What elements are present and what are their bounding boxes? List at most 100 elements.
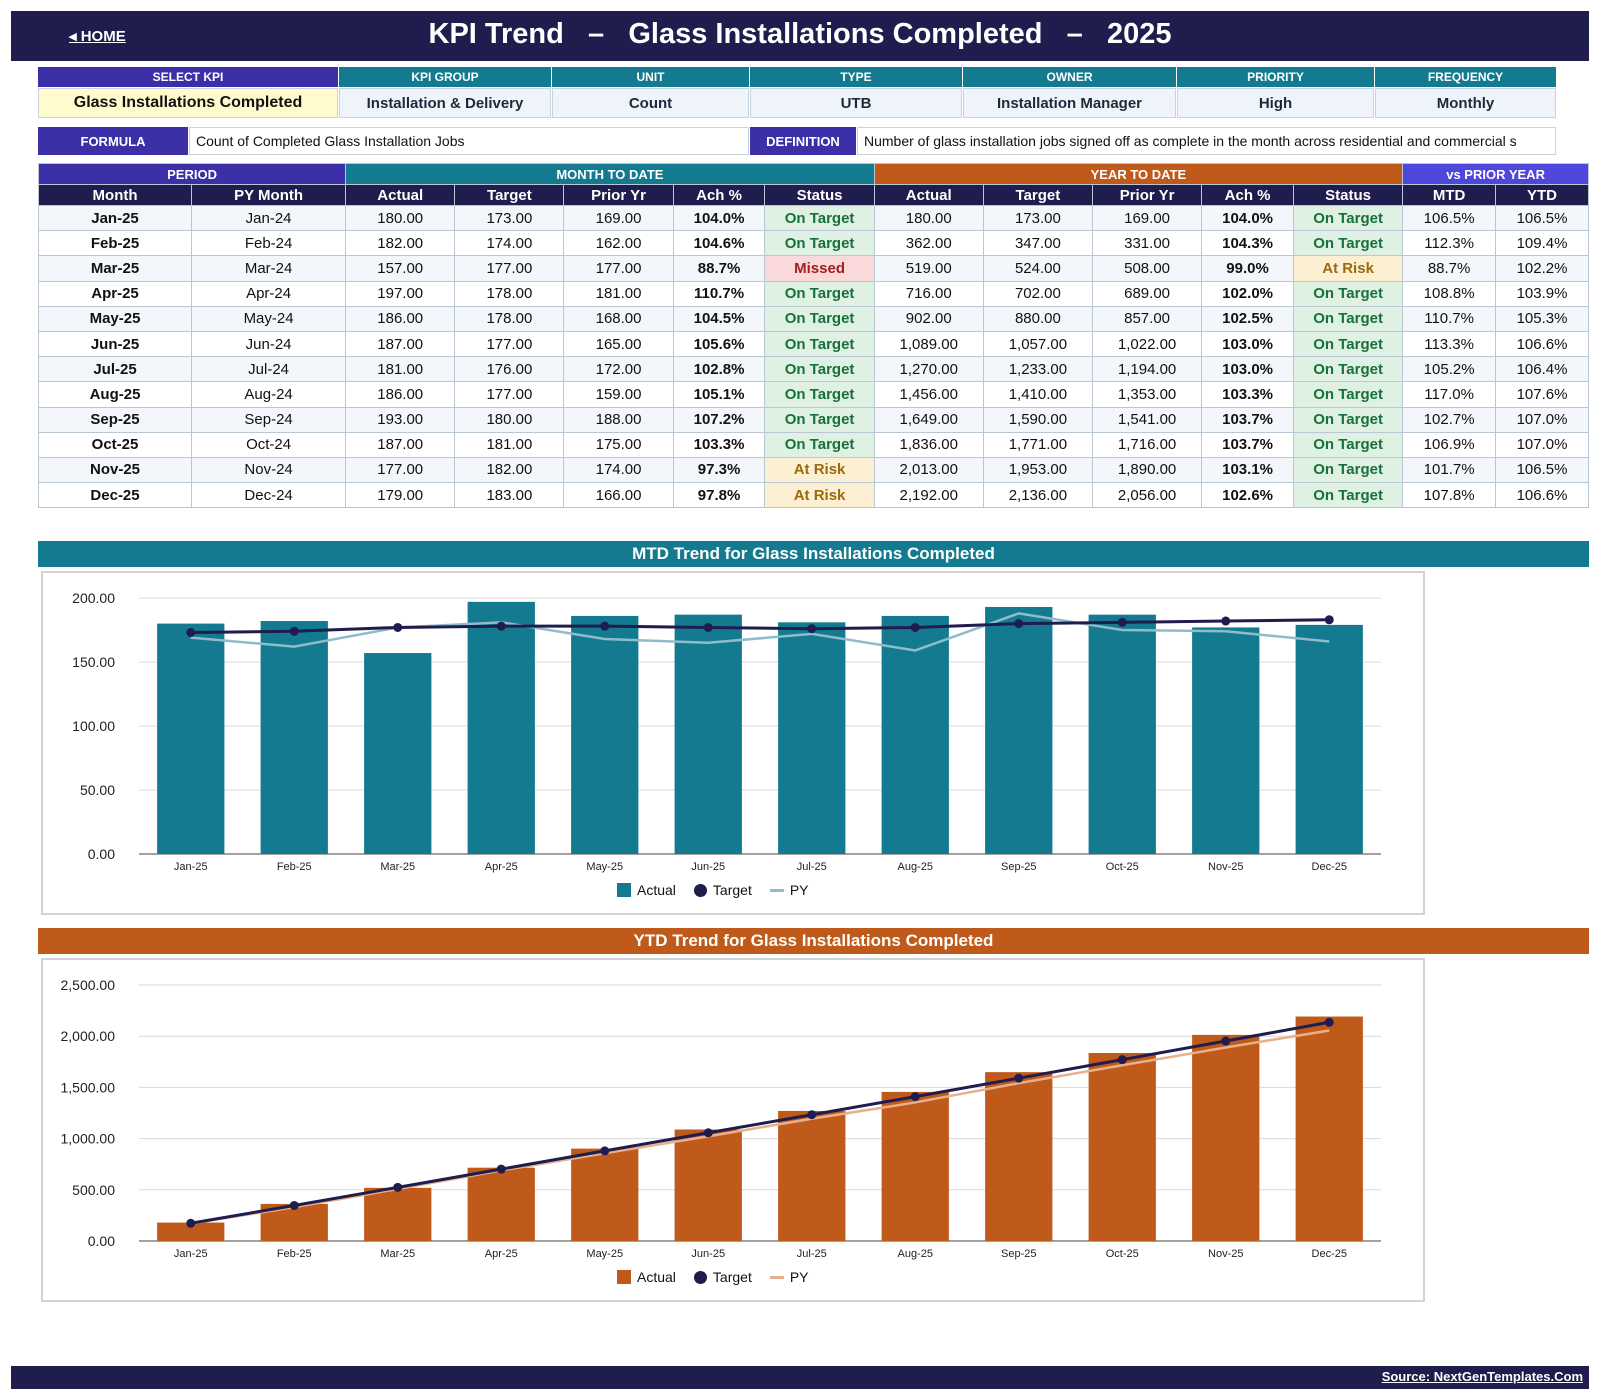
cell-ytd-actual: 1,089.00 bbox=[873, 330, 984, 358]
cell-mtd-target: 177.00 bbox=[454, 330, 565, 358]
x-tick-label: Aug-25 bbox=[898, 861, 933, 873]
legend-py-label: PY bbox=[789, 882, 809, 898]
cell-mtd-status: At Risk bbox=[764, 482, 875, 509]
cell-ytd-ach: 103.0% bbox=[1201, 330, 1294, 358]
cell-ytd-prior-yr: 331.00 bbox=[1091, 230, 1203, 257]
legend-py-swatch bbox=[769, 1275, 784, 1279]
cell-vs-py-ytd: 106.6% bbox=[1495, 330, 1589, 358]
cell-mtd-status: On Target bbox=[764, 356, 875, 383]
bar-actual bbox=[1192, 1034, 1260, 1241]
point-target bbox=[807, 624, 817, 634]
bar-actual bbox=[467, 601, 535, 854]
table-row: Jul-25 Jul-24 181.00 176.00 172.00 102.8% On T… bbox=[37, 356, 1589, 383]
cell-mtd-prior-yr: 159.00 bbox=[563, 381, 674, 408]
cell-month: Dec-25 bbox=[37, 482, 193, 509]
cell-mtd-status: On Target bbox=[764, 431, 875, 458]
legend-actual-label: Actual bbox=[637, 882, 676, 898]
cell-vs-py-mtd: 110.7% bbox=[1402, 305, 1497, 332]
table-row: Mar-25 Mar-24 157.00 177.00 177.00 88.7% Misse… bbox=[37, 255, 1589, 282]
point-target bbox=[1117, 617, 1127, 627]
group-period: PERIOD bbox=[37, 163, 347, 185]
bar-actual bbox=[1192, 627, 1260, 854]
unit-label: UNIT bbox=[552, 67, 749, 87]
bar-actual bbox=[778, 622, 846, 854]
x-tick-label: Feb-25 bbox=[277, 1248, 312, 1260]
cell-mtd-prior-yr: 169.00 bbox=[563, 204, 674, 232]
cell-mtd-ach: 105.1% bbox=[672, 381, 766, 408]
cell-mtd-ach: 104.0% bbox=[672, 204, 766, 232]
select-kpi-dropdown[interactable]: Glass Installations Completed bbox=[38, 88, 338, 118]
cell-ytd-target: 880.00 bbox=[982, 305, 1093, 332]
definition-label: DEFINITION bbox=[750, 127, 856, 155]
series-line-target bbox=[190, 1020, 1330, 1225]
x-tick-label: Sep-25 bbox=[1001, 1248, 1036, 1260]
cell-ytd-target: 1,410.00 bbox=[982, 381, 1093, 408]
bar-actual bbox=[1088, 614, 1156, 854]
cell-ytd-prior-yr: 1,716.00 bbox=[1091, 431, 1203, 458]
cell-month: Feb-25 bbox=[37, 230, 193, 257]
cell-mtd-ach: 88.7% bbox=[672, 255, 766, 282]
cell-ytd-target: 173.00 bbox=[982, 204, 1093, 232]
cell-mtd-actual: 182.00 bbox=[345, 230, 456, 257]
cell-mtd-actual: 187.00 bbox=[345, 330, 456, 358]
cell-ytd-status: On Target bbox=[1292, 204, 1404, 232]
cell-mtd-actual: 186.00 bbox=[345, 305, 456, 332]
cell-month: Mar-25 bbox=[37, 255, 193, 282]
cell-ytd-status: On Target bbox=[1292, 456, 1404, 484]
legend-actual-label: Actual bbox=[637, 1269, 676, 1285]
cell-mtd-status: On Target bbox=[764, 204, 875, 232]
y-tick-label: 0.00 bbox=[88, 1233, 115, 1249]
cell-mtd-status: On Target bbox=[764, 230, 875, 257]
cell-vs-py-ytd: 107.0% bbox=[1495, 406, 1589, 433]
cell-vs-py-mtd: 101.7% bbox=[1402, 456, 1497, 484]
cell-mtd-prior-yr: 177.00 bbox=[563, 255, 674, 282]
col-header-ytd-actual: Actual bbox=[873, 184, 984, 206]
cell-mtd-ach: 97.3% bbox=[672, 456, 766, 484]
cell-py-month: Oct-24 bbox=[191, 431, 347, 458]
cell-mtd-ach: 110.7% bbox=[672, 280, 766, 307]
cell-mtd-prior-yr: 162.00 bbox=[563, 230, 674, 257]
cell-ytd-status: On Target bbox=[1292, 305, 1404, 332]
legend-actual: Actual bbox=[617, 882, 676, 898]
cell-vs-py-mtd: 106.9% bbox=[1402, 431, 1497, 458]
cell-ytd-actual: 1,836.00 bbox=[873, 431, 984, 458]
legend-py: PY bbox=[769, 882, 809, 898]
y-tick-label: 1,500.00 bbox=[61, 1079, 116, 1095]
col-header-ytd-target: Target bbox=[982, 184, 1093, 206]
bar-actual bbox=[1088, 1052, 1156, 1241]
col-header-mtd-actual: Actual bbox=[345, 184, 456, 206]
x-tick-label: Dec-25 bbox=[1312, 861, 1347, 873]
point-target bbox=[1117, 1055, 1127, 1065]
cell-vs-py-mtd: 88.7% bbox=[1402, 255, 1497, 282]
point-target bbox=[807, 1110, 817, 1120]
source-link[interactable]: Source: NextGenTemplates.Com bbox=[1381, 1369, 1583, 1384]
point-target bbox=[393, 622, 403, 632]
x-tick-label: Oct-25 bbox=[1106, 861, 1139, 873]
cell-ytd-ach: 104.0% bbox=[1201, 204, 1294, 232]
cell-ytd-prior-yr: 1,022.00 bbox=[1091, 330, 1203, 358]
point-target bbox=[1221, 616, 1231, 626]
type-label: TYPE bbox=[750, 67, 962, 87]
mtd-chart: 0.00 50.00 100.00 150.00 200.00 Jan-25 Feb-25 M… bbox=[41, 571, 1425, 915]
cell-mtd-ach: 97.8% bbox=[672, 482, 766, 509]
cell-ytd-ach: 103.3% bbox=[1201, 381, 1294, 408]
legend-py-label: PY bbox=[789, 1269, 809, 1285]
home-link[interactable]: ◂ HOME bbox=[69, 28, 126, 45]
y-tick-label: 2,000.00 bbox=[61, 1028, 116, 1044]
y-tick-label: 2,500.00 bbox=[61, 977, 116, 993]
col-header-month: Month bbox=[37, 184, 193, 206]
cell-mtd-actual: 187.00 bbox=[345, 431, 456, 458]
cell-py-month: Jul-24 bbox=[191, 356, 347, 383]
cell-mtd-prior-yr: 166.00 bbox=[563, 482, 674, 509]
cell-ytd-ach: 103.7% bbox=[1201, 431, 1294, 458]
cell-ytd-actual: 2,013.00 bbox=[873, 456, 984, 484]
ytd-chart: 0.00 500.00 1,000.00 1,500.00 2,000.00 2,500.… bbox=[41, 958, 1425, 1302]
col-header-py-month: PY Month bbox=[191, 184, 347, 206]
cell-ytd-target: 524.00 bbox=[982, 255, 1093, 282]
legend-target-label: Target bbox=[712, 882, 752, 898]
bar-actual bbox=[157, 1222, 225, 1241]
cell-vs-py-mtd: 113.3% bbox=[1402, 330, 1497, 358]
cell-month: Jul-25 bbox=[37, 356, 193, 383]
x-tick-label: Jun-25 bbox=[691, 1248, 725, 1260]
table-row: Oct-25 Oct-24 187.00 181.00 175.00 103.3% On T… bbox=[37, 431, 1589, 458]
